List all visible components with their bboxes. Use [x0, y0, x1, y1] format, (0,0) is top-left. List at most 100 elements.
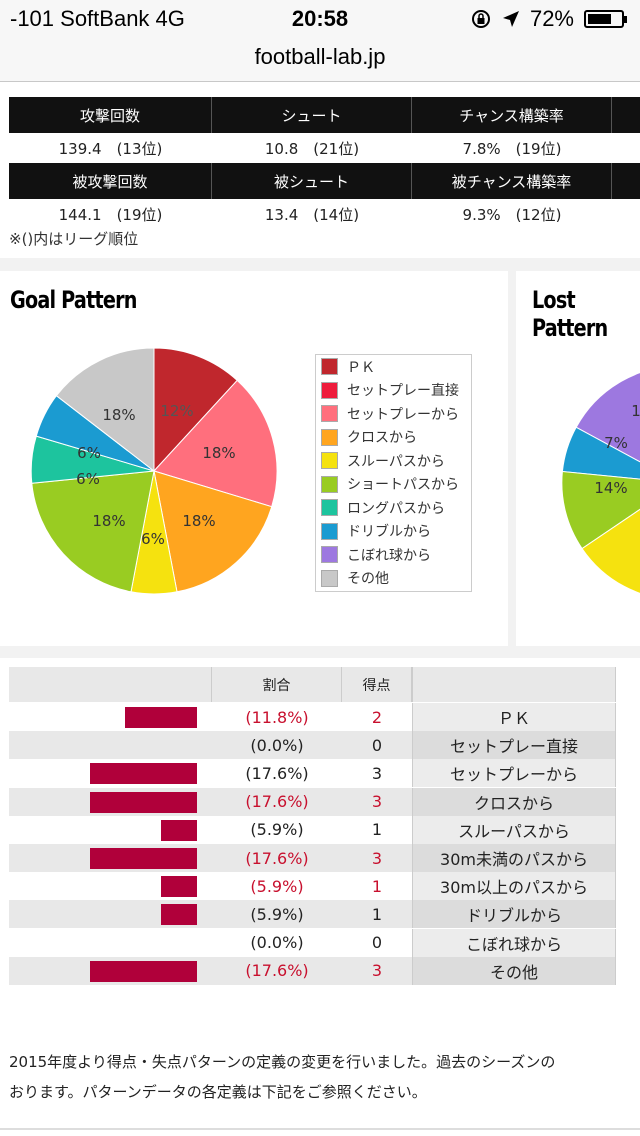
legend-item[interactable]: スルーパスから [316, 449, 471, 473]
pattern-label: スルーパスから [412, 815, 616, 844]
stats-header-cell: 被チャンス構築率 [412, 163, 612, 199]
ratio-bar-cell [9, 872, 212, 900]
pie-slice-shortpass[interactable] [31, 470, 155, 593]
goal-pattern-pie: 12% 18% 18% 6% 18% 6% 6% 18% [30, 347, 278, 595]
definition-note-line: 2015年度より得点・失点パターンの定義の変更を行いました。過去のシーズンの [9, 1053, 556, 1071]
pie-slice-other[interactable] [55, 347, 155, 473]
table-row: (5.9%) 1 30m以上のパスから [9, 872, 616, 901]
legend-item[interactable]: セットプレーから [316, 402, 471, 426]
ranking-note: ※()内はリーグ順位 [9, 230, 139, 248]
ratio-bar-cell [9, 900, 212, 928]
lost-slice-shortpass[interactable] [561, 470, 640, 550]
pie-label-pk: 12% [160, 402, 193, 420]
ratio-value: (5.9%) [250, 876, 304, 896]
legend-item[interactable]: ＰＫ [316, 355, 471, 379]
stats-header-cell-empty [612, 97, 640, 133]
ratio-bar-cell [9, 703, 212, 731]
header-gap [616, 667, 640, 702]
goal-count: 3 [371, 763, 383, 783]
goal-count: 0 [371, 933, 383, 953]
pie-slice-pk[interactable] [153, 347, 238, 473]
goal-count: 1 [371, 904, 383, 924]
table-row: (17.6%) 3 クロスから [9, 787, 616, 816]
ratio-bar [90, 763, 197, 785]
ratio-bar-cell [9, 731, 212, 759]
legend-swatch [321, 475, 338, 493]
stats-value-cell: 13.4 (14位) [264, 205, 360, 224]
pie-slice-cross[interactable] [153, 470, 273, 593]
goal-count: 1 [371, 876, 383, 896]
legend-item[interactable]: セットプレー直接 [316, 379, 471, 403]
goal-table-header: 割合 得点 [9, 667, 640, 702]
url-text: football-lab.jp [254, 44, 386, 69]
legend-label: セットプレーから [347, 406, 459, 423]
goal-count: 3 [371, 848, 383, 868]
legend-label: スルーパスから [347, 453, 445, 470]
pattern-label: セットプレーから [412, 759, 616, 788]
ratio-bar [125, 707, 197, 728]
battery-fill [588, 14, 612, 24]
lost-label-loose-ball: 1 [631, 402, 640, 420]
ratio-bar [161, 904, 197, 926]
ratio-value: (17.6%) [245, 848, 309, 868]
stats-value-cell: 139.4 (13位) [58, 139, 163, 158]
table-row: (5.9%) 1 スルーパスから [9, 815, 616, 844]
legend-item[interactable]: その他 [316, 567, 471, 591]
lost-slice-throughpass[interactable] [581, 483, 640, 600]
pie-label-cross: 18% [182, 512, 215, 530]
table-row: (17.6%) 3 30m未満のパスから [9, 844, 616, 872]
header-goals: 得点 [342, 667, 412, 702]
pattern-label: クロスから [412, 787, 616, 816]
ratio-value: (17.6%) [245, 763, 309, 783]
stats-value-row: 144.1 (19位) 13.4 (14位) 9.3% (12位) [9, 199, 640, 229]
ratio-bar [90, 848, 197, 869]
lost-label-dribble: 7% [604, 434, 628, 452]
pattern-label: その他 [412, 956, 616, 985]
pattern-label: ドリブルから [412, 900, 616, 929]
ratio-bar-cell [9, 759, 212, 787]
legend-item[interactable]: ドリブルから [316, 520, 471, 544]
ratio-bar-cell [9, 929, 212, 957]
location-arrow-icon [502, 11, 519, 27]
legend-label: その他 [347, 571, 389, 588]
header-label-cell [412, 667, 616, 702]
legend-item[interactable]: ショートパスから [316, 473, 471, 497]
stats-header-cell-empty [612, 163, 640, 199]
pie-label-throughpass: 6% [141, 530, 165, 548]
ratio-value: (0.0%) [250, 933, 304, 953]
stats-header-row: 被攻撃回数 被シュート 被チャンス構築率 [9, 163, 640, 199]
legend-item[interactable]: クロスから [316, 426, 471, 450]
pattern-label: こぼれ球から [412, 928, 616, 957]
pie-label-dribble: 6% [77, 444, 101, 462]
url-bar[interactable]: football-lab.jp [0, 40, 640, 82]
table-row: (17.6%) 3 その他 [9, 956, 616, 985]
ratio-bar-cell [9, 844, 212, 872]
goal-count: 0 [371, 735, 383, 755]
legend-label: こぼれ球から [347, 547, 431, 564]
ratio-bar-cell [9, 816, 212, 844]
legend-swatch [321, 405, 338, 423]
pattern-legend: ＰＫ セットプレー直接セットプレーからクロスからスルーパスからショートパスから ロン… [315, 354, 472, 592]
legend-swatch [321, 522, 338, 540]
lost-pattern-title: Lost Pattern [532, 286, 608, 342]
legend-item[interactable]: ロングパスから [316, 496, 471, 520]
pie-label-other: 18% [102, 406, 135, 424]
ratio-value: (0.0%) [250, 735, 304, 755]
pie-slice-setpiece[interactable] [153, 379, 278, 508]
legend-swatch [321, 546, 338, 564]
pattern-label: ＰＫ [412, 703, 616, 731]
stats-value-row: 139.4 (13位) 10.8 (21位) 7.8% (19位) [9, 133, 640, 163]
goal-count: 3 [371, 792, 383, 812]
carrier-label: -101 SoftBank 4G [10, 6, 185, 31]
lost-slice-loose-ball[interactable] [575, 366, 640, 483]
legend-item[interactable]: こぼれ球から [316, 543, 471, 567]
goal-count: 1 [371, 820, 383, 840]
stats-header-row: 攻撃回数 シュート チャンス構築率 [9, 97, 640, 133]
legend-swatch [321, 381, 338, 399]
battery-icon [584, 10, 627, 28]
table-row: (0.0%) 0 こぼれ球から [9, 928, 616, 957]
header-ratio: 割合 [212, 667, 342, 702]
ratio-value: (17.6%) [245, 961, 309, 981]
stats-header-cell: 被攻撃回数 [9, 163, 212, 199]
ratio-value: (11.8%) [245, 707, 309, 727]
